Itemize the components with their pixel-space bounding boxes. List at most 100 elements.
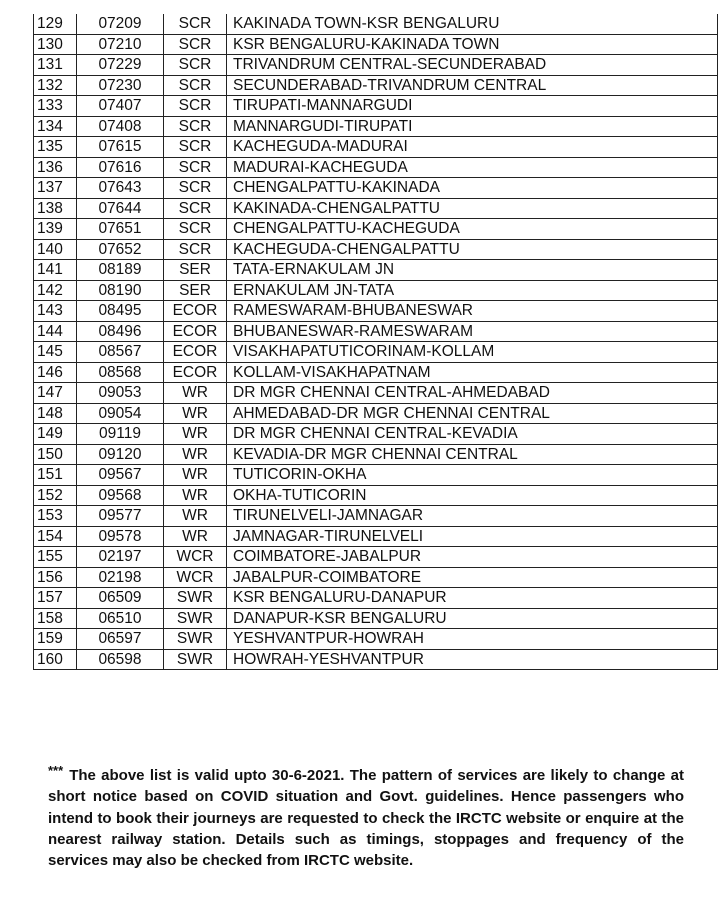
train-list-table: 129 07209 SCR KAKINADA TOWN-KSR BENGALURU 13… xyxy=(33,14,718,670)
train-number-cell: 06509 xyxy=(76,587,164,609)
train-route-cell: TIRUNELVELI-JAMNAGAR xyxy=(226,505,718,527)
serial-number-cell: 135 xyxy=(33,136,77,158)
serial-number-cell: 138 xyxy=(33,197,77,219)
train-number-cell: 08567 xyxy=(76,341,164,363)
train-number-cell: 08568 xyxy=(76,361,164,383)
train-route-cell: DANAPUR-KSR BENGALURU xyxy=(226,607,718,629)
train-number-cell: 08190 xyxy=(76,279,164,301)
zone-cell: SCR xyxy=(163,218,227,240)
table-row: 153 09577 WR TIRUNELVELI-JAMNAGAR xyxy=(33,505,718,527)
validity-note: *** The above list is valid upto 30-6-202… xyxy=(48,760,684,871)
train-route-cell: TIRUPATI-MANNARGUDI xyxy=(226,95,718,117)
train-route-cell: TRIVANDRUM CENTRAL-SECUNDERABAD xyxy=(226,54,718,76)
train-number-cell: 07210 xyxy=(76,33,164,55)
table-row: 132 07230 SCR SECUNDERABAD-TRIVANDRUM CENTR… xyxy=(33,74,718,96)
train-number-cell: 07230 xyxy=(76,74,164,96)
train-number-cell: 02198 xyxy=(76,566,164,588)
serial-number-cell: 149 xyxy=(33,423,77,445)
train-route-cell: KACHEGUDA-CHENGALPATTU xyxy=(226,238,718,260)
zone-cell: SER xyxy=(163,259,227,281)
train-number-cell: 07643 xyxy=(76,177,164,199)
train-number-cell: 02197 xyxy=(76,546,164,568)
train-route-cell: SECUNDERABAD-TRIVANDRUM CENTRAL xyxy=(226,74,718,96)
serial-number-cell: 143 xyxy=(33,300,77,322)
train-number-cell: 09119 xyxy=(76,423,164,445)
serial-number-cell: 129 xyxy=(33,14,77,35)
table-row: 130 07210 SCR KSR BENGALURU-KAKINADA TOWN xyxy=(33,33,718,55)
table-row: 152 09568 WR OKHA-TUTICORIN xyxy=(33,484,718,506)
train-route-cell: TUTICORIN-OKHA xyxy=(226,464,718,486)
train-number-cell: 07644 xyxy=(76,197,164,219)
train-number-cell: 09054 xyxy=(76,402,164,424)
serial-number-cell: 145 xyxy=(33,341,77,363)
train-route-cell: ERNAKULAM JN-TATA xyxy=(226,279,718,301)
train-route-cell: KEVADIA-DR MGR CHENNAI CENTRAL xyxy=(226,443,718,465)
serial-number-cell: 154 xyxy=(33,525,77,547)
serial-number-cell: 136 xyxy=(33,156,77,178)
train-route-cell: AHMEDABAD-DR MGR CHENNAI CENTRAL xyxy=(226,402,718,424)
table-row: 144 08496 ECOR BHUBANESWAR-RAMESWARAM xyxy=(33,320,718,342)
train-route-cell: DR MGR CHENNAI CENTRAL-KEVADIA xyxy=(226,423,718,445)
zone-cell: SCR xyxy=(163,197,227,219)
zone-cell: SCR xyxy=(163,115,227,137)
serial-number-cell: 142 xyxy=(33,279,77,301)
table-row: 137 07643 SCR CHENGALPATTU-KAKINADA xyxy=(33,177,718,199)
train-number-cell: 08495 xyxy=(76,300,164,322)
train-number-cell: 07651 xyxy=(76,218,164,240)
table-row: 131 07229 SCR TRIVANDRUM CENTRAL-SECUNDERAB… xyxy=(33,54,718,76)
zone-cell: WR xyxy=(163,484,227,506)
train-number-cell: 06510 xyxy=(76,607,164,629)
table-row: 139 07651 SCR CHENGALPATTU-KACHEGUDA xyxy=(33,218,718,240)
train-route-cell: KAKINADA TOWN-KSR BENGALURU xyxy=(226,14,718,35)
serial-number-cell: 134 xyxy=(33,115,77,137)
train-route-cell: KSR BENGALURU-KAKINADA TOWN xyxy=(226,33,718,55)
table-row: 133 07407 SCR TIRUPATI-MANNARGUDI xyxy=(33,95,718,117)
train-number-cell: 07616 xyxy=(76,156,164,178)
serial-number-cell: 132 xyxy=(33,74,77,96)
table-row: 149 09119 WR DR MGR CHENNAI CENTRAL-KEVADIA xyxy=(33,423,718,445)
zone-cell: SCR xyxy=(163,177,227,199)
train-number-cell: 08189 xyxy=(76,259,164,281)
zone-cell: SCR xyxy=(163,33,227,55)
serial-number-cell: 151 xyxy=(33,464,77,486)
zone-cell: SCR xyxy=(163,14,227,35)
zone-cell: SER xyxy=(163,279,227,301)
table-row: 129 07209 SCR KAKINADA TOWN-KSR BENGALURU xyxy=(33,14,718,35)
train-number-cell: 09568 xyxy=(76,484,164,506)
train-route-cell: TATA-ERNAKULAM JN xyxy=(226,259,718,281)
table-row: 138 07644 SCR KAKINADA-CHENGALPATTU xyxy=(33,197,718,219)
serial-number-cell: 133 xyxy=(33,95,77,117)
serial-number-cell: 158 xyxy=(33,607,77,629)
zone-cell: WR xyxy=(163,423,227,445)
train-number-cell: 07407 xyxy=(76,95,164,117)
train-route-cell: BHUBANESWAR-RAMESWARAM xyxy=(226,320,718,342)
table-row: 136 07616 SCR MADURAI-KACHEGUDA xyxy=(33,156,718,178)
train-number-cell: 06597 xyxy=(76,628,164,650)
table-row: 141 08189 SER TATA-ERNAKULAM JN xyxy=(33,259,718,281)
train-number-cell: 07615 xyxy=(76,136,164,158)
serial-number-cell: 131 xyxy=(33,54,77,76)
zone-cell: WR xyxy=(163,402,227,424)
table-row: 155 02197 WCR COIMBATORE-JABALPUR xyxy=(33,546,718,568)
serial-number-cell: 152 xyxy=(33,484,77,506)
zone-cell: SCR xyxy=(163,238,227,260)
note-stars: *** xyxy=(48,763,64,778)
train-number-cell: 07652 xyxy=(76,238,164,260)
train-number-cell: 09567 xyxy=(76,464,164,486)
train-number-cell: 09578 xyxy=(76,525,164,547)
serial-number-cell: 139 xyxy=(33,218,77,240)
train-number-cell: 07209 xyxy=(76,14,164,35)
zone-cell: ECOR xyxy=(163,361,227,383)
zone-cell: WR xyxy=(163,464,227,486)
table-row: 134 07408 SCR MANNARGUDI-TIRUPATI xyxy=(33,115,718,137)
train-route-cell: HOWRAH-YESHVANTPUR xyxy=(226,648,718,670)
table-row: 143 08495 ECOR RAMESWARAM-BHUBANESWAR xyxy=(33,300,718,322)
zone-cell: ECOR xyxy=(163,300,227,322)
zone-cell: WR xyxy=(163,443,227,465)
table-row: 135 07615 SCR KACHEGUDA-MADURAI xyxy=(33,136,718,158)
train-route-cell: CHENGALPATTU-KACHEGUDA xyxy=(226,218,718,240)
zone-cell: SCR xyxy=(163,156,227,178)
zone-cell: WCR xyxy=(163,546,227,568)
zone-cell: SCR xyxy=(163,136,227,158)
train-number-cell: 09053 xyxy=(76,382,164,404)
